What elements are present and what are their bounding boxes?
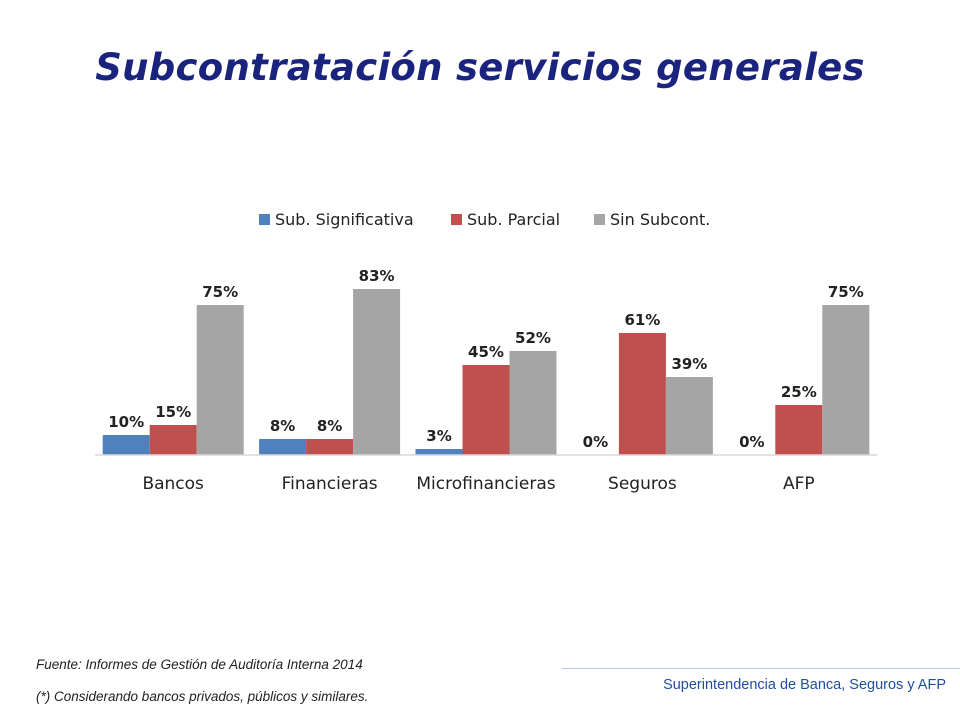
category-label-financieras: Financieras (282, 474, 378, 494)
data-label-seguros-series-1: 0% (583, 433, 608, 451)
data-label-seguros-series-3: 39% (671, 355, 707, 373)
data-label-financieras-series-1: 8% (270, 417, 295, 435)
category-label-microfinancieras: Microfinancieras (416, 474, 555, 494)
legend-label-3: Sin Subcont. (610, 210, 710, 229)
bar-seguros-series-3 (665, 377, 713, 455)
data-label-afp-series-3: 75% (828, 283, 864, 301)
chart-svg: Sub. Significativa Sub. Parcial Sin Subcon… (95, 210, 877, 494)
legend-swatch-1 (259, 214, 270, 225)
data-label-bancos-series-1: 10% (108, 413, 144, 431)
data-label-bancos-series-2: 15% (155, 403, 191, 421)
data-label-afp-series-1: 0% (739, 433, 764, 451)
legend-label-2: Sub. Parcial (467, 210, 560, 229)
data-label-microfinancieras-series-2: 45% (468, 343, 504, 361)
scope-footnote: (*) Considerando bancos privados, públic… (36, 689, 369, 704)
data-label-financieras-series-3: 83% (359, 267, 395, 285)
category-label-afp: AFP (783, 474, 815, 494)
data-label-bancos-series-3: 75% (202, 283, 238, 301)
legend-swatch-3 (594, 214, 605, 225)
bar-microfinancieras-series-3 (509, 351, 557, 455)
data-label-financieras-series-2: 8% (317, 417, 342, 435)
bar-financieras-series-3 (353, 289, 401, 455)
bar-bancos-series-1 (102, 435, 150, 455)
category-label-seguros: Seguros (608, 474, 677, 494)
footer-organization: Superintendencia de Banca, Seguros y AFP (663, 677, 946, 693)
data-label-seguros-series-2: 61% (624, 311, 660, 329)
bar-chart: Sub. Significativa Sub. Parcial Sin Subcon… (80, 195, 890, 505)
legend-swatch-2 (451, 214, 462, 225)
bar-bancos-series-3 (196, 305, 244, 455)
bar-financieras-series-2 (306, 439, 354, 455)
source-footnote: Fuente: Informes de Gestión de Auditoría… (36, 657, 363, 672)
slide-title: Subcontratación servicios generales (95, 46, 865, 89)
data-label-microfinancieras-series-3: 52% (515, 329, 551, 347)
bar-afp-series-2 (775, 405, 823, 455)
bar-microfinancieras-series-1 (415, 449, 463, 455)
bar-microfinancieras-series-2 (462, 365, 510, 455)
bar-financieras-series-1 (259, 439, 307, 455)
category-label-bancos: Bancos (142, 474, 204, 494)
bar-seguros-series-2 (618, 333, 666, 455)
data-label-microfinancieras-series-1: 3% (426, 427, 451, 445)
footer-divider (562, 668, 960, 669)
bar-afp-series-3 (822, 305, 870, 455)
data-label-afp-series-2: 25% (781, 383, 817, 401)
legend-label-1: Sub. Significativa (275, 210, 414, 229)
bar-bancos-series-2 (149, 425, 197, 455)
